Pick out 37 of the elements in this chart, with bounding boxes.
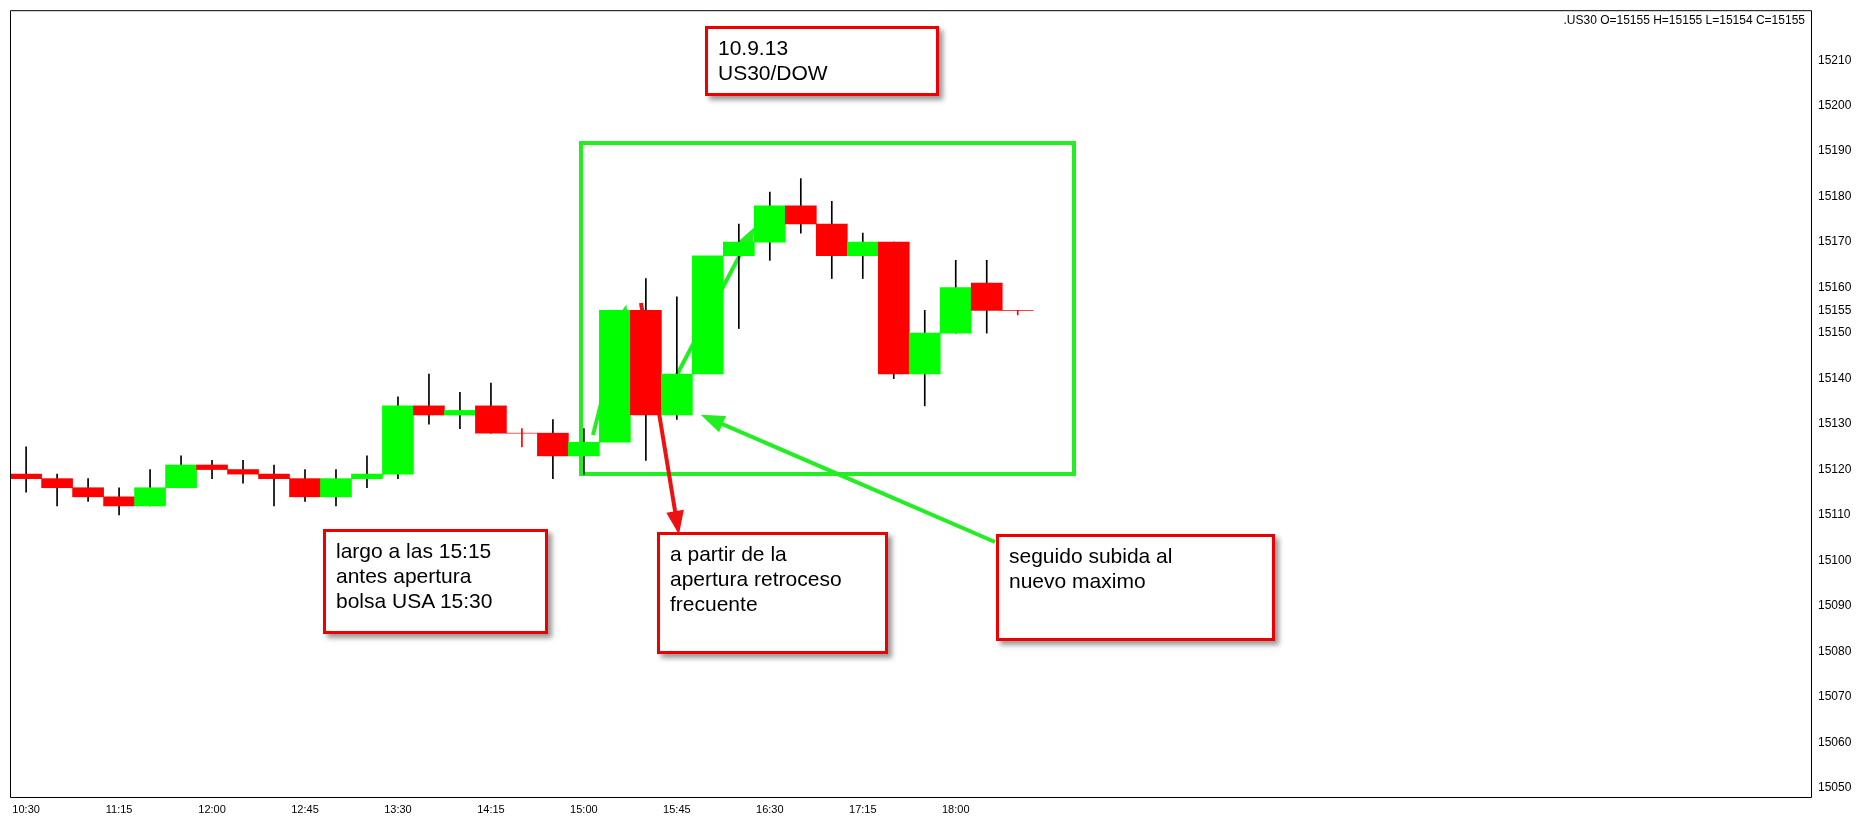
- annotation: largo a las 15:15 antes apertura bolsa USA 15:30: [323, 529, 548, 634]
- x-tick-label: 11:15: [105, 802, 133, 815]
- annotation: .US30 O=15155 H=15155 L=15154 C=15155: [1563, 13, 1805, 27]
- y-tick-label: 15180: [1818, 188, 1852, 203]
- annotation: a partir de la apertura retroceso frecuente: [657, 532, 888, 654]
- y-tick-label: 15150: [1818, 325, 1852, 340]
- candlestick: [444, 391, 476, 429]
- y-tick-label: 15080: [1818, 643, 1852, 658]
- x-tick-label: 16:30: [756, 802, 784, 815]
- y-tick-label: 15190: [1818, 143, 1852, 158]
- y-tick-label: 15070: [1818, 689, 1852, 704]
- y-tick-label: 15130: [1818, 416, 1852, 431]
- y-tick-label: 15160: [1818, 279, 1852, 294]
- y-tick-label: 15090: [1818, 598, 1852, 613]
- candlestick: [413, 373, 445, 425]
- x-tick-label: 15:00: [570, 802, 598, 815]
- y-tick-label: 15100: [1818, 552, 1852, 567]
- y-tick-label: 15155: [1818, 302, 1852, 317]
- y-tick-label: 15120: [1818, 461, 1852, 476]
- annotation: seguido subida al nuevo maximo: [996, 534, 1275, 641]
- x-tick-label: 13:30: [384, 802, 412, 815]
- x-tick-label: 12:45: [291, 802, 319, 815]
- y-tick-label: 15170: [1818, 234, 1852, 249]
- x-tick-label: 12:00: [198, 802, 226, 815]
- y-tick-label: 15060: [1818, 734, 1852, 749]
- x-tick-label: 14:15: [477, 802, 505, 815]
- y-tick-label: 15140: [1818, 370, 1852, 385]
- text: 10.9.13: [718, 35, 790, 60]
- y-tick-label: 15210: [1818, 52, 1852, 67]
- x-tick-label: 18:00: [941, 802, 970, 815]
- y-tick-label: 15110: [1818, 507, 1851, 522]
- x-tick-label: 15:45: [663, 802, 691, 815]
- y-tick-label: 15050: [1818, 780, 1852, 795]
- x-tick-label: 10:30: [12, 802, 40, 815]
- text: US30/DOW: [718, 60, 829, 85]
- x-tick-label: 17:15: [849, 802, 877, 815]
- y-tick-label: 15200: [1818, 98, 1852, 113]
